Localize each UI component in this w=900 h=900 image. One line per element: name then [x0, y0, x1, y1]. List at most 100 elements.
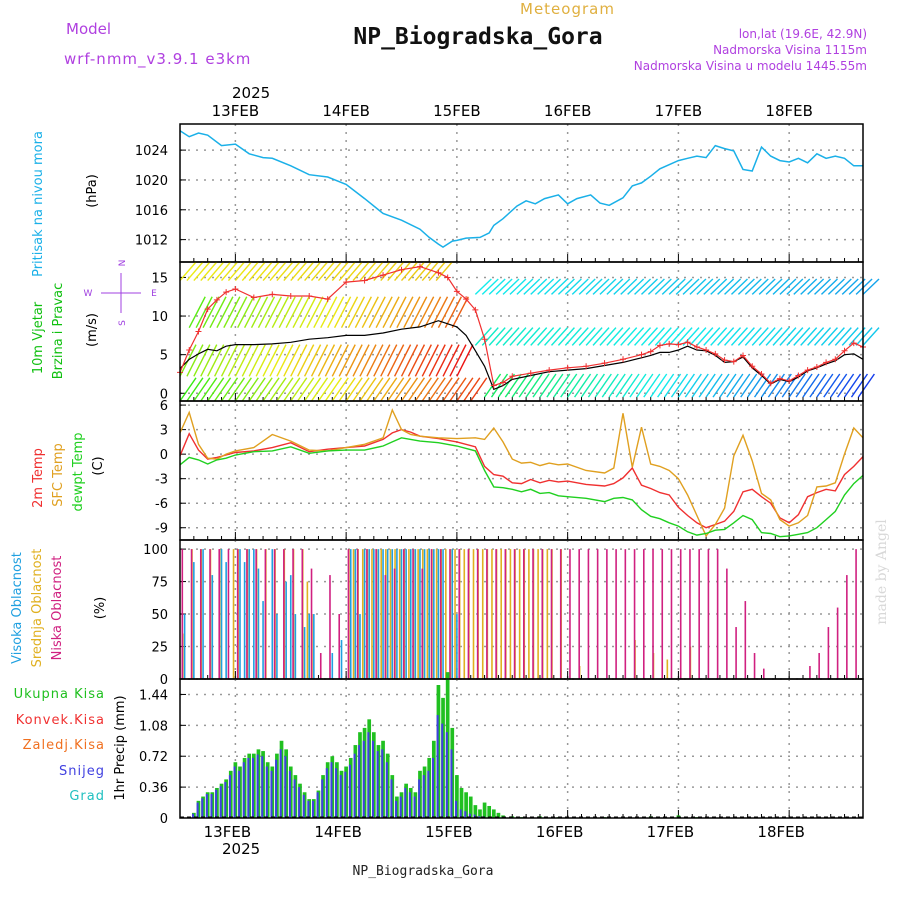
- wind-direction-hatch: [237, 296, 255, 328]
- wind-direction-hatch: [793, 327, 811, 346]
- compass-e: E: [151, 289, 157, 299]
- wind-direction-hatch: [772, 327, 790, 346]
- total-precip-bar: [478, 809, 482, 818]
- wind-direction-hatch: [421, 344, 439, 377]
- wind-direction-hatch: [788, 373, 806, 398]
- station-title: NP_Biogradska_Gora: [353, 24, 602, 50]
- temp-legend-dewpt: dewpt Temp: [71, 432, 86, 511]
- wind-direction-hatch: [435, 344, 453, 377]
- wind-direction-hatch: [820, 327, 838, 346]
- y-tick-label: -9: [155, 522, 168, 537]
- wind-direction-hatch: [285, 296, 303, 328]
- wind-direction-hatch: [634, 278, 652, 295]
- snow-bar: [422, 775, 425, 818]
- snow-bar: [191, 813, 195, 818]
- wind-direction-hatch: [366, 261, 384, 281]
- wind-direction-hatch: [753, 373, 772, 398]
- wind-direction-hatch: [703, 327, 721, 346]
- wind-direction-hatch: [428, 344, 446, 377]
- wind-direction-hatch: [816, 373, 834, 398]
- wind-direction-hatch: [421, 377, 439, 402]
- wind-direction-hatch: [599, 278, 617, 295]
- wind-direction-hatch: [234, 261, 252, 281]
- wind-direction-hatch: [310, 261, 329, 281]
- wind-direction-hatch: [537, 278, 555, 295]
- snow-bar: [404, 787, 407, 818]
- wind-direction-hatch: [587, 373, 605, 398]
- wind-gust-marker: [500, 379, 507, 386]
- wind-direction-hatch: [516, 327, 534, 346]
- wind-direction-hatch: [361, 296, 379, 328]
- compass-rose: N W E S: [84, 260, 158, 326]
- wind-direction-hatch: [488, 327, 506, 346]
- wind-direction-hatch: [551, 278, 568, 295]
- snow-bar: [228, 775, 231, 818]
- wind-direction-hatch: [726, 373, 744, 398]
- compass-w: W: [84, 289, 93, 299]
- wind-direction-hatch: [800, 278, 818, 295]
- snow-bar: [325, 768, 328, 818]
- wind-gust-marker: [546, 367, 553, 374]
- total-precip-bar: [496, 812, 501, 818]
- wind-direction-hatch: [730, 327, 748, 346]
- wind-direction-hatch: [703, 278, 721, 295]
- wind-direction-hatch: [389, 296, 407, 328]
- wind-direction-hatch: [400, 377, 419, 402]
- wind-direction-hatch: [802, 373, 820, 398]
- wind-gust-marker: [740, 352, 747, 359]
- snow-bar: [408, 792, 411, 818]
- wind-direction-hatch: [677, 373, 695, 398]
- wind-direction-hatch: [765, 327, 783, 346]
- wind-direction-hatch: [641, 278, 658, 295]
- snow-bar: [473, 814, 476, 818]
- wind-direction-hatch: [449, 377, 467, 402]
- compass-s: S: [118, 320, 128, 326]
- y-tick-label: 0.36: [139, 781, 168, 796]
- snow-bar: [242, 762, 245, 818]
- wind-direction-hatch: [227, 261, 245, 281]
- wind-direction-hatch: [306, 296, 324, 328]
- wind-direction-hatch: [202, 296, 220, 328]
- y-tick-label: 0: [160, 673, 168, 688]
- wind-direction-hatch: [407, 344, 426, 377]
- wind-direction-hatch: [814, 278, 832, 295]
- wind-direction-hatch: [241, 377, 259, 402]
- wind-direction-hatch: [855, 278, 873, 295]
- wind-direction-hatch: [193, 377, 211, 402]
- wind-direction-hatch: [221, 261, 239, 281]
- wind-direction-hatch: [608, 373, 626, 398]
- wind-direction-hatch: [320, 296, 338, 328]
- compass-cross: [101, 273, 141, 313]
- pressure-title: Pritisak na nivou mora: [31, 131, 46, 277]
- wind-direction-hatch: [855, 327, 873, 346]
- top-date-label: 13FEB: [212, 102, 259, 120]
- top-date-label: 16FEB: [544, 102, 591, 120]
- wind-gust-marker: [416, 263, 423, 270]
- wind-direction-hatch: [209, 296, 227, 328]
- wind-direction-hatch: [823, 373, 841, 398]
- wind-direction-hatch: [195, 296, 213, 328]
- wind-direction-hatch: [444, 296, 462, 328]
- wind-direction-hatch: [691, 373, 709, 398]
- total-precip-bar: [487, 805, 492, 818]
- wind-direction-hatch: [786, 278, 804, 295]
- wind-direction-hatch: [269, 377, 287, 402]
- snow-bar: [215, 789, 218, 818]
- wind-gust-marker: [324, 296, 331, 303]
- wind-gust-marker: [703, 347, 710, 354]
- wind-direction-hatch: [449, 344, 467, 377]
- wind-direction-hatch: [809, 373, 827, 398]
- wind-direction-hatch: [262, 344, 280, 377]
- wind-direction-hatch: [670, 373, 689, 398]
- wind-direction-hatch: [537, 327, 555, 346]
- coords-text: lon,lat (19.6E, 42.9N): [739, 27, 867, 41]
- wind-direction-hatch: [663, 373, 682, 398]
- wind-direction-hatch: [615, 373, 633, 398]
- wind-direction-hatch: [382, 296, 400, 328]
- wind-direction-hatch: [751, 327, 769, 346]
- wind-direction-hatch: [532, 373, 550, 398]
- wind-direction-hatch: [380, 377, 398, 402]
- wind-direction-hatch: [657, 373, 675, 398]
- y-tick-label: 0.72: [139, 750, 168, 765]
- wind-direction-hatch: [394, 377, 412, 402]
